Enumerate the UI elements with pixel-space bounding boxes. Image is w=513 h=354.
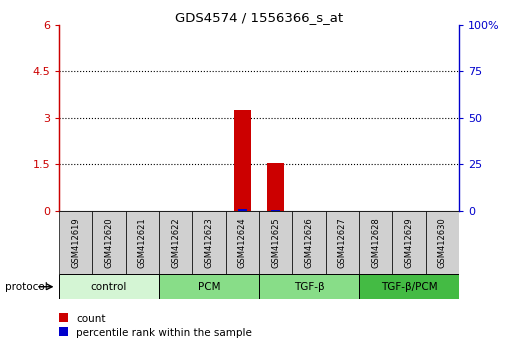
Text: count: count xyxy=(76,314,106,324)
Text: control: control xyxy=(91,282,127,292)
Bar xyxy=(59,327,68,336)
Bar xyxy=(259,211,292,274)
Text: protocol: protocol xyxy=(5,282,48,292)
Bar xyxy=(359,211,392,274)
Bar xyxy=(259,274,359,299)
Text: GSM412628: GSM412628 xyxy=(371,217,380,268)
Text: TGF-β: TGF-β xyxy=(294,282,324,292)
Bar xyxy=(226,211,259,274)
Text: GSM412623: GSM412623 xyxy=(205,217,213,268)
Bar xyxy=(292,211,326,274)
Bar xyxy=(426,211,459,274)
Text: GSM412625: GSM412625 xyxy=(271,217,280,268)
Bar xyxy=(92,211,126,274)
Bar xyxy=(59,313,68,322)
Title: GDS4574 / 1556366_s_at: GDS4574 / 1556366_s_at xyxy=(175,11,343,24)
Bar xyxy=(126,211,159,274)
Bar xyxy=(271,210,280,211)
Bar xyxy=(238,209,247,211)
Text: GSM412619: GSM412619 xyxy=(71,217,80,268)
Text: GSM412622: GSM412622 xyxy=(171,217,180,268)
Text: GSM412630: GSM412630 xyxy=(438,217,447,268)
Text: GSM412629: GSM412629 xyxy=(405,217,413,268)
Text: GSM412627: GSM412627 xyxy=(338,217,347,268)
Bar xyxy=(159,274,259,299)
Bar xyxy=(234,110,251,211)
Text: TGF-β/PCM: TGF-β/PCM xyxy=(381,282,438,292)
Bar xyxy=(359,274,459,299)
Text: GSM412620: GSM412620 xyxy=(105,217,113,268)
Bar xyxy=(59,211,92,274)
Bar xyxy=(326,211,359,274)
Bar xyxy=(59,274,159,299)
Bar xyxy=(159,211,192,274)
Text: GSM412621: GSM412621 xyxy=(138,217,147,268)
Text: percentile rank within the sample: percentile rank within the sample xyxy=(76,328,252,338)
Bar xyxy=(192,211,226,274)
Bar xyxy=(392,211,426,274)
Text: GSM412624: GSM412624 xyxy=(238,217,247,268)
Text: PCM: PCM xyxy=(198,282,220,292)
Text: GSM412626: GSM412626 xyxy=(305,217,313,268)
Bar xyxy=(267,162,284,211)
